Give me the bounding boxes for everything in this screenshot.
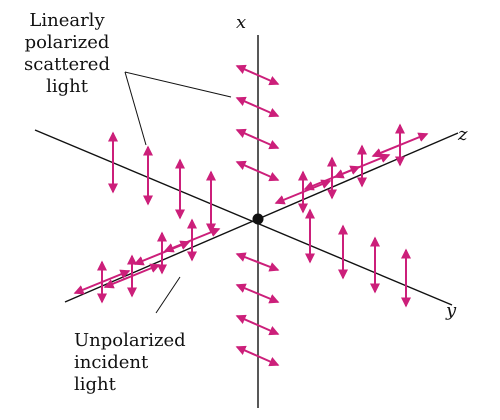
incident-label-line-1: Unpolarized xyxy=(74,330,186,351)
incident-along-y-arrow-4 xyxy=(163,227,221,253)
incident-along-y-arrow-7 xyxy=(333,153,391,179)
polarization-arrows xyxy=(73,64,429,367)
scattered-label-line-4: light xyxy=(46,76,88,97)
scattered-label-leader-1 xyxy=(124,71,232,98)
scattering-center-dot xyxy=(252,213,264,225)
scattered-label-line-2: polarized xyxy=(24,32,110,53)
scattered-slanted-arrow-7 xyxy=(235,314,280,336)
x-axis-label: x xyxy=(236,12,247,33)
scattered-slanted-arrow-8 xyxy=(235,345,280,367)
scattered-slanted-arrow-3 xyxy=(235,128,280,150)
label-leader-lines xyxy=(124,71,232,314)
incident-label-line-2: incident xyxy=(74,352,149,373)
y-axis-label: y xyxy=(446,300,457,321)
incident-light-label: Unpolarized incident light xyxy=(74,330,204,396)
y-axis-line xyxy=(34,129,453,306)
scattered-slanted-arrow-5 xyxy=(235,252,280,272)
scattered-light-label: Linearly polarized scattered light xyxy=(2,10,132,98)
scattered-slanted-arrow-6 xyxy=(235,283,280,304)
scattered-slanted-arrow-4 xyxy=(235,160,280,182)
scattered-label-line-1: Linearly xyxy=(29,10,105,31)
scattered-label-line-3: scattered xyxy=(24,54,110,75)
incident-label-leader xyxy=(155,276,181,314)
incident-along-y-arrow-8 xyxy=(371,132,429,158)
scattered-slanted-arrow-2 xyxy=(235,96,280,118)
scattered-label-leader-2 xyxy=(124,71,147,146)
incident-label-line-3: light xyxy=(74,374,116,395)
z-axis-label: z xyxy=(458,124,468,145)
scattered-slanted-arrow-1 xyxy=(235,64,280,86)
incident-along-y-arrow-2 xyxy=(103,263,161,289)
